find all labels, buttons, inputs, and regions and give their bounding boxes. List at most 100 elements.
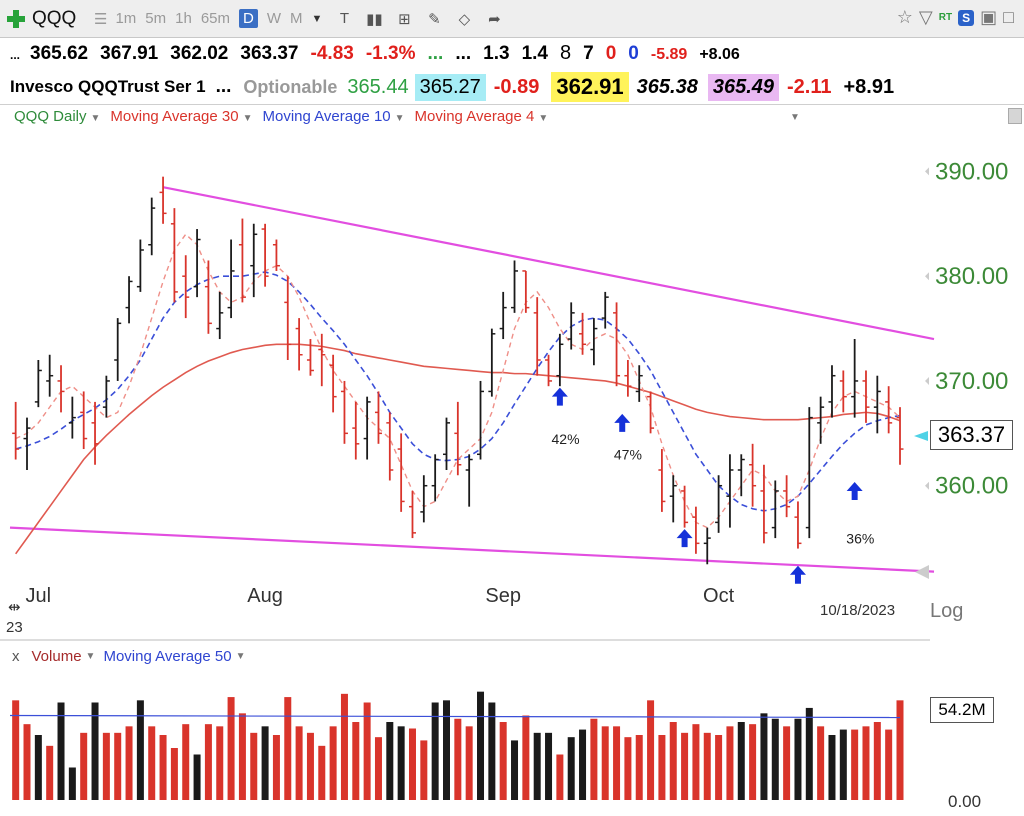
timeframe-weekly[interactable]: W — [266, 10, 282, 27]
volume-bar — [624, 737, 632, 800]
chevron-down-icon[interactable]: ▼ — [235, 651, 246, 662]
s-button[interactable]: S — [958, 9, 975, 26]
layout-grid-icon[interactable]: ☰ — [94, 10, 108, 28]
ohlc-bar — [771, 480, 779, 539]
scroll-right-icon[interactable] — [915, 565, 929, 579]
ohlc-bar — [828, 365, 836, 418]
text-tool-icon[interactable]: T — [339, 10, 349, 27]
volume-label[interactable]: Volume — [31, 648, 82, 665]
up-arrow-icon — [676, 529, 693, 548]
close-pane-icon[interactable]: x — [12, 648, 20, 665]
ohlc-bar — [454, 401, 462, 476]
timeframe-65m[interactable]: 65m — [200, 10, 231, 27]
draw-pencil-icon[interactable]: ✎ — [428, 10, 441, 28]
volume-bar — [442, 700, 450, 800]
quote-menu[interactable]: ... — [10, 48, 21, 62]
toolbar-right: ☆ ▽ RT S ▣ □ — [897, 7, 1014, 28]
moving-averages — [15, 233, 901, 555]
ohlc-bar — [533, 297, 541, 376]
ohlc-bar — [567, 302, 575, 350]
timeframe-monthly[interactable]: M — [290, 10, 303, 27]
volume-bar — [703, 732, 711, 800]
ohlc-bar — [159, 176, 167, 224]
dots-1: ... — [427, 43, 444, 64]
bar-style-icon[interactable]: ▮▮ — [366, 10, 383, 28]
value-2: 1.4 — [521, 43, 548, 64]
change-3: +8.91 — [843, 75, 895, 98]
star-icon[interactable]: ☆ — [896, 7, 913, 27]
month-label: Sep — [485, 585, 521, 607]
timeframe-daily[interactable]: D — [239, 9, 258, 28]
scrollbar-thumb[interactable] — [1008, 108, 1022, 124]
log-scale-label[interactable]: Log — [930, 600, 963, 622]
price-pointer-icon — [914, 431, 928, 441]
volume-bar — [68, 767, 76, 800]
ohlc-bar — [647, 391, 655, 434]
ohlc-bar — [760, 464, 768, 544]
volume-bar — [511, 740, 519, 800]
price-1: 365.38 — [636, 75, 698, 98]
percent-annotation: 42% — [552, 431, 580, 447]
instrument-name: Invesco QQQTrust Ser 1 — [10, 77, 206, 96]
volume-bar — [46, 745, 54, 800]
symbol-field[interactable]: QQQ — [32, 7, 77, 29]
timeframe-1m[interactable]: 1m — [115, 10, 137, 27]
timeframe-dropdown-icon[interactable]: ▼ — [311, 12, 323, 25]
ohlc-bar — [590, 318, 598, 366]
legend-menu-icon[interactable]: ▼ — [790, 112, 800, 123]
legend-ma10[interactable]: Moving Average 10 ▼ — [262, 108, 404, 125]
volume-bar — [896, 700, 904, 800]
calculator-icon[interactable]: ⊞ — [398, 10, 411, 28]
legend-daily[interactable]: QQQ Daily ▼ — [14, 108, 100, 125]
ohlc-bar — [703, 527, 711, 565]
price-axis: 360.00 370.00 380.00 390.00 — [925, 158, 1008, 500]
ohlc-bar — [170, 208, 178, 303]
chevron-down-icon[interactable]: ▼ — [538, 113, 549, 124]
current-price-label: 363.37 — [930, 420, 1013, 450]
optionable-label: Optionable — [243, 76, 338, 97]
add-symbol-icon[interactable] — [6, 9, 26, 29]
volume-bar — [545, 732, 553, 800]
ohlc-bar — [57, 365, 65, 413]
legend-ma30[interactable]: Moving Average 30 ▼ — [110, 108, 252, 125]
bid-price: 365.27 — [414, 73, 486, 101]
eraser-icon[interactable]: ◇ — [458, 10, 471, 28]
legend-ma4[interactable]: Moving Average 4 ▼ — [415, 108, 549, 125]
ohlc-bar — [556, 333, 564, 387]
share-arrow-icon[interactable]: ➦ — [488, 10, 501, 28]
pan-arrows-icon[interactable]: ⇹ — [8, 599, 21, 616]
ohlc-bar — [193, 229, 201, 298]
volume-bar — [647, 700, 655, 800]
trendline-0 — [162, 186, 935, 341]
realtime-badge[interactable]: RT — [938, 12, 953, 23]
timeframe-1h[interactable]: 1h — [175, 10, 192, 27]
ohlc-bar — [613, 302, 621, 387]
volume-bar — [681, 732, 689, 800]
volume-bar — [57, 702, 65, 800]
ohlc-bar — [204, 260, 212, 334]
chevron-down-icon[interactable]: ▼ — [394, 113, 405, 124]
chevron-down-icon[interactable]: ▼ — [90, 113, 101, 124]
volume-bar — [306, 732, 314, 800]
legend-ma10-label: Moving Average 10 — [262, 108, 391, 125]
ohlc-bar — [216, 291, 224, 340]
volume-bar — [91, 702, 99, 800]
volume-bar — [692, 724, 700, 800]
volume-bar — [284, 697, 292, 800]
save-icon[interactable]: ▣ — [980, 7, 998, 27]
ohlc-bar — [80, 391, 88, 450]
volume-bar — [635, 735, 643, 800]
month-label: Jul — [26, 585, 52, 607]
ohlc-bar — [23, 417, 31, 470]
volume-bar — [340, 693, 348, 800]
chevron-down-icon[interactable]: ▼ — [85, 651, 96, 662]
flag-icon[interactable]: ▽ — [918, 7, 933, 27]
window-icon[interactable]: □ — [1003, 7, 1014, 27]
chevron-down-icon[interactable]: ▼ — [242, 113, 253, 124]
high-value: 367.91 — [100, 43, 159, 64]
ohlc-bar — [272, 239, 280, 271]
timeframe-5m[interactable]: 5m — [145, 10, 167, 27]
ohlc-bar — [669, 475, 677, 523]
volume-ma-label[interactable]: Moving Average 50 — [103, 648, 232, 665]
